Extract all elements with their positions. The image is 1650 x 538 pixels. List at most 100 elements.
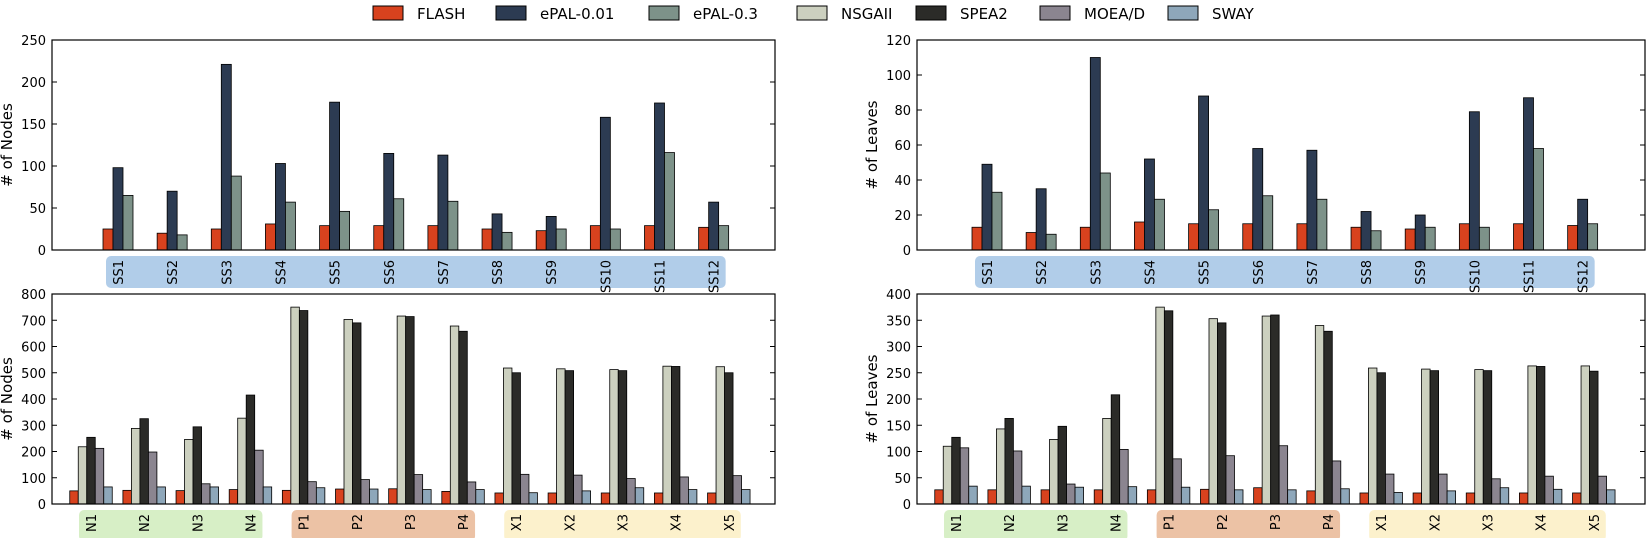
y-tick-label: 400 — [886, 288, 911, 303]
bar — [556, 368, 566, 505]
bar — [1146, 489, 1157, 505]
bar — [396, 315, 407, 505]
legend-swatch — [796, 5, 828, 21]
y-tick-label: 0 — [903, 498, 911, 513]
bar — [1536, 366, 1546, 505]
bar — [290, 306, 300, 505]
x-tick-label: X5 — [1588, 514, 1603, 531]
bar — [589, 225, 601, 251]
bar — [1154, 198, 1165, 251]
x-tick-label: P3 — [404, 514, 419, 530]
bar — [987, 489, 997, 505]
bar — [1513, 223, 1524, 251]
x-tick-label: SS1 — [112, 260, 127, 285]
x-tick-label: SS2 — [166, 260, 181, 285]
y-tick-label: 80 — [894, 104, 911, 119]
y-tick-label: 250 — [21, 34, 46, 49]
category-group-band — [975, 256, 1595, 288]
chart-panel: N1 N2 N3 N4 P1 P2 P3 P4 X1 X2 X3 X4 X5 0 100 200 300 400 5… — [0, 288, 776, 538]
y-tick-label: 60 — [894, 139, 911, 154]
bar — [449, 325, 460, 505]
bar — [991, 191, 1003, 251]
legend-swatch — [648, 5, 680, 21]
bar — [1074, 486, 1084, 505]
y-tick-label: 600 — [21, 341, 46, 356]
category-group-band — [1369, 510, 1606, 538]
bar — [959, 447, 970, 505]
y-tick-label: 400 — [21, 393, 46, 408]
x-tick-label: P4 — [1322, 514, 1337, 530]
y-tick-label: 700 — [21, 314, 46, 329]
legend-label: ePAL-0.3 — [693, 5, 758, 23]
x-tick-label: SS3 — [1089, 260, 1104, 285]
bar — [192, 426, 202, 505]
bar — [139, 418, 149, 505]
bar — [581, 490, 591, 505]
bar — [245, 394, 256, 505]
bar — [230, 175, 242, 251]
bar — [112, 167, 124, 251]
bar — [1385, 473, 1395, 505]
bar — [1359, 492, 1369, 505]
bar — [360, 479, 370, 505]
y-tick-label: 300 — [21, 419, 46, 434]
bar — [210, 228, 222, 251]
bar — [971, 226, 983, 251]
bar — [319, 225, 331, 251]
bar — [1587, 223, 1599, 251]
bar — [609, 369, 619, 505]
bar — [1474, 369, 1484, 505]
chart-panel: SS1 SS2 SS3 SS4 SS5 SS6 SS7 SS8 SS9 SS10 SS11 SS12 0… — [0, 34, 776, 293]
bar — [122, 194, 134, 251]
x-tick-label: N2 — [1003, 514, 1018, 532]
bar — [1089, 57, 1101, 251]
legend-item: MOEA/D — [1039, 5, 1145, 23]
bar — [220, 63, 232, 251]
bar — [1314, 325, 1325, 505]
x-tick-label: X2 — [563, 514, 578, 531]
bar — [1404, 228, 1416, 251]
bar — [600, 492, 611, 505]
bar — [1057, 425, 1067, 505]
bar — [1424, 226, 1436, 251]
bar — [175, 490, 185, 505]
legend-swatch — [1039, 5, 1071, 21]
bar — [339, 210, 351, 251]
plot-frame — [51, 39, 776, 251]
x-tick-label: SS8 — [491, 260, 506, 285]
bar — [1225, 455, 1235, 505]
legend-item: ePAL-0.3 — [648, 5, 758, 23]
bar — [1163, 310, 1174, 505]
bar — [951, 436, 961, 505]
bar — [1180, 486, 1191, 505]
x-tick-label: SS11 — [1523, 260, 1538, 293]
bar — [201, 483, 211, 505]
bar — [535, 230, 547, 251]
legend: FLASH ePAL-0.01 ePAL-0.3 NSGAII SPEA2 MOEA/D S… — [372, 5, 1255, 23]
bar — [1110, 394, 1121, 505]
bar — [281, 489, 292, 505]
bar — [741, 489, 751, 505]
bar — [501, 231, 513, 251]
bar — [1482, 370, 1493, 505]
bar — [103, 486, 113, 505]
x-tick-label: X2 — [1428, 514, 1443, 531]
bar — [352, 322, 362, 505]
bar — [1040, 489, 1050, 505]
bar — [262, 486, 273, 505]
bar — [254, 449, 264, 505]
y-tick-label: 100 — [21, 160, 46, 175]
bar — [298, 310, 309, 505]
bar — [1013, 450, 1023, 505]
x-tick-label: SS2 — [1035, 260, 1050, 285]
bar — [265, 223, 276, 251]
legend-item: SPEA2 — [915, 5, 1008, 23]
chart-panel: N1 N2 N3 N4 P1 P2 P3 P4 X1 X2 X3 X4 X5 0 50 100 150 200 25… — [863, 288, 1646, 538]
bar — [1252, 148, 1264, 251]
bar — [156, 486, 166, 505]
bar — [405, 316, 415, 505]
bar — [1519, 492, 1529, 505]
category-group-band — [106, 256, 726, 288]
y-tick-label: 200 — [21, 76, 46, 91]
bar — [441, 490, 451, 505]
